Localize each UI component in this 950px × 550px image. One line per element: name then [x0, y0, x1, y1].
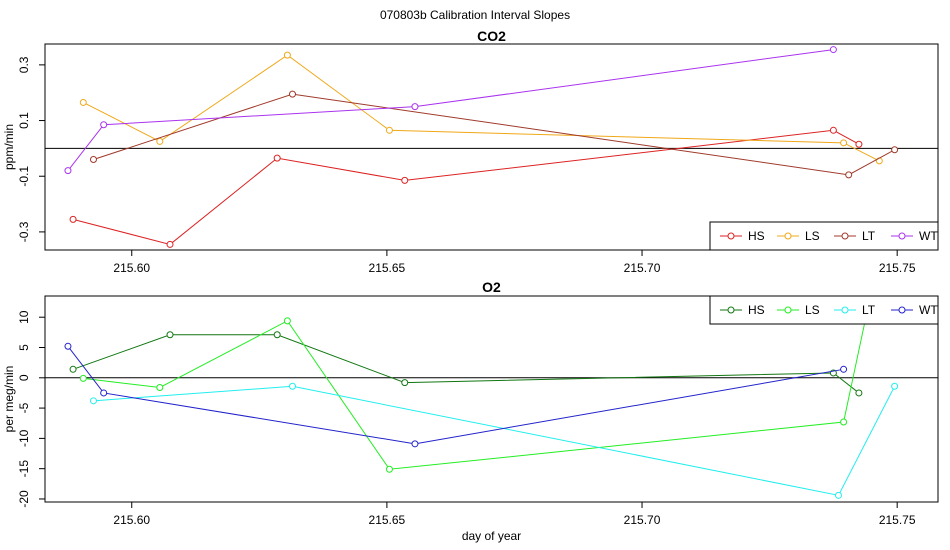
co2-legend-ls-swatch-point	[784, 232, 792, 240]
co2-legend-wt-swatch-point	[898, 232, 906, 240]
co2-y-tick-label: -0.1	[17, 166, 31, 187]
o2-y-tick-label: -20	[17, 490, 31, 508]
o2-series-wt-point	[64, 342, 72, 350]
co2-series-wt-line	[67, 49, 834, 171]
o2-y-axis-label: per meg/min	[2, 366, 16, 433]
co2-series-wt-point	[829, 46, 837, 54]
co2-series-ls-point	[283, 51, 291, 59]
co2-y-tick-label: 0.1	[17, 112, 31, 129]
o2-series-hs-point	[273, 331, 281, 339]
co2-legend-lt-label: LT	[862, 229, 876, 243]
o2-series-hs-point	[166, 331, 174, 339]
o2-series-wt-point	[411, 440, 419, 448]
co2-plot-frame	[44, 43, 939, 251]
o2-series-wt-point	[100, 389, 108, 397]
co2-series-lt-point	[89, 156, 97, 164]
co2-legend-ls-label: LS	[805, 229, 820, 243]
co2-series-hs-point	[855, 140, 863, 148]
o2-series-hs-point	[855, 389, 863, 397]
co2-panel: CO2 215.60 215.65 215.70 215.75 -0.3 -0.1 0.1 0.…	[2, 28, 939, 275]
co2-series-lt-point	[288, 90, 296, 98]
co2-series-lt-point	[891, 146, 899, 154]
o2-series-ls-point	[283, 317, 291, 325]
o2-legend-lt-swatch-point	[841, 306, 849, 314]
co2-x-tick-label: 215.65	[369, 261, 406, 275]
o2-legend-ls-label: LS	[805, 303, 820, 317]
co2-series-wt-point	[411, 103, 419, 111]
co2-y-tick-label: 0.3	[17, 56, 31, 73]
co2-series-hs-point	[401, 176, 409, 184]
o2-legend-ls-swatch-point	[784, 306, 792, 314]
o2-x-tick-label: 215.70	[624, 513, 661, 527]
figure-title: 070803b Calibration Interval Slopes	[380, 8, 570, 22]
o2-legend-lt-label: LT	[862, 303, 876, 317]
co2-series-ls-point	[840, 139, 848, 147]
co2-x-tick-label: 215.70	[624, 261, 661, 275]
o2-series-hs-point	[401, 379, 409, 387]
co2-series-wt-point	[100, 121, 108, 129]
o2-series-ls-point	[156, 383, 164, 391]
co2-series-hs-point	[166, 240, 174, 248]
o2-series-hs-point	[69, 365, 77, 373]
o2-panel: O2 215.60 215.65 215.70 215.75 -20 -15 -10 -5 0 5 1…	[2, 279, 939, 543]
o2-x-tick-label: 215.65	[369, 513, 406, 527]
co2-series-lt-line	[93, 93, 895, 176]
co2-series-hs-point	[273, 154, 281, 162]
co2-series-hs-point	[69, 215, 77, 223]
co2-y-axis-label: ppm/min	[2, 124, 16, 170]
o2-series-ls-point	[385, 465, 393, 473]
o2-series-hs-line	[72, 334, 860, 394]
co2-series-ls-point	[385, 126, 393, 134]
o2-y-tick-label: -5	[17, 402, 31, 413]
co2-series-hs-line	[72, 129, 860, 245]
o2-legend-wt-swatch-point	[898, 306, 906, 314]
co2-legend-lt-swatch-point	[841, 232, 849, 240]
co2-legend-wt-label: WT	[919, 229, 938, 243]
o2-series-lt-line	[93, 385, 896, 496]
o2-series-lt-point	[834, 491, 842, 499]
o2-panel-title: O2	[482, 279, 501, 295]
co2-series-lt-point	[845, 171, 853, 179]
o2-legend-hs-label: HS	[748, 303, 765, 317]
co2-series-hs-point	[829, 126, 837, 134]
co2-series-ls-point	[156, 137, 164, 145]
o2-series-ls-point	[840, 418, 848, 426]
co2-series-ls-line	[83, 54, 880, 162]
o2-series-wt-line	[67, 345, 844, 445]
o2-legend-wt-label: WT	[919, 303, 938, 317]
co2-x-tick-label: 215.75	[879, 261, 916, 275]
co2-legend-hs-label: HS	[748, 229, 765, 243]
o2-series-ls-point	[79, 374, 87, 382]
co2-series-wt-point	[64, 167, 72, 175]
o2-legend-hs-swatch-point	[727, 306, 735, 314]
co2-legend-hs-swatch-point	[727, 232, 735, 240]
o2-x-axis-label: day of year	[462, 529, 521, 543]
o2-y-tick-label: 10	[17, 310, 31, 324]
o2-y-tick-label: 5	[17, 344, 31, 351]
o2-plot-frame	[44, 295, 939, 503]
o2-series-wt-point	[840, 365, 848, 373]
o2-series-lt-point	[89, 397, 97, 405]
o2-x-tick-label: 215.75	[879, 513, 916, 527]
co2-x-tick-label: 215.60	[113, 261, 150, 275]
co2-series-ls-point	[79, 98, 87, 106]
o2-y-tick-label: -15	[17, 460, 31, 478]
o2-y-tick-label: 0	[17, 374, 31, 381]
co2-y-tick-label: -0.3	[17, 221, 31, 242]
o2-y-tick-label: -10	[17, 429, 31, 447]
o2-series-lt-point	[288, 382, 296, 390]
o2-series-lt-point	[891, 382, 899, 390]
o2-x-tick-label: 215.60	[113, 513, 150, 527]
co2-panel-title: CO2	[477, 28, 506, 44]
